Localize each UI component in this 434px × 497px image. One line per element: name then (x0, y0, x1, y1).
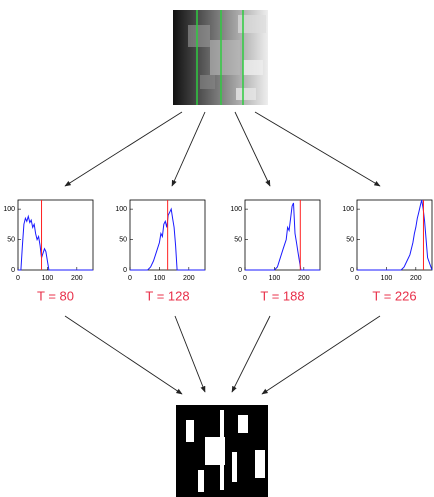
threshold-label: T = 128 (145, 288, 189, 303)
x-tick-label: 0 (16, 275, 20, 282)
threshold-label: T = 80 (37, 288, 74, 303)
histogram-line (357, 200, 432, 270)
diagram: 0 100 200 0 50 100 T = 80 0 100 200 0 50 100 T = 128 0… (0, 0, 434, 497)
x-tick-label: 100 (42, 275, 54, 282)
y-tick-label: 50 (346, 236, 354, 243)
y-tick-label: 100 (342, 206, 354, 213)
plot-frame (245, 200, 320, 270)
x-tick-label: 200 (71, 275, 83, 282)
y-tick-label: 0 (123, 267, 127, 274)
x-tick-label: 100 (154, 275, 166, 282)
output-image (176, 405, 268, 497)
y-tick-label: 0 (238, 267, 242, 274)
x-tick-label: 200 (183, 275, 195, 282)
x-tick-label: 0 (355, 275, 359, 282)
threshold-label: T = 226 (372, 288, 416, 303)
plot-frame (357, 200, 432, 270)
x-tick-label: 200 (298, 275, 310, 282)
plot-frame (18, 200, 93, 270)
arrows (65, 112, 380, 394)
y-tick-label: 50 (119, 236, 127, 243)
page: {"line_color": "#1a1aff", "threshold_col… (0, 0, 434, 497)
threshold-label: T = 188 (260, 288, 304, 303)
x-tick-label: 100 (381, 275, 393, 282)
histogram-line (245, 203, 320, 270)
y-tick-label: 100 (3, 206, 15, 213)
x-tick-label: 0 (128, 275, 132, 282)
x-tick-label: 0 (243, 275, 247, 282)
y-tick-label: 0 (11, 267, 15, 274)
y-tick-label: 50 (234, 236, 242, 243)
y-tick-label: 0 (350, 267, 354, 274)
histogram-line (18, 216, 93, 270)
y-tick-label: 100 (230, 206, 242, 213)
input-image (173, 10, 268, 105)
y-tick-label: 100 (115, 206, 127, 213)
x-tick-label: 200 (410, 275, 422, 282)
x-tick-label: 100 (269, 275, 281, 282)
y-tick-label: 50 (7, 236, 15, 243)
